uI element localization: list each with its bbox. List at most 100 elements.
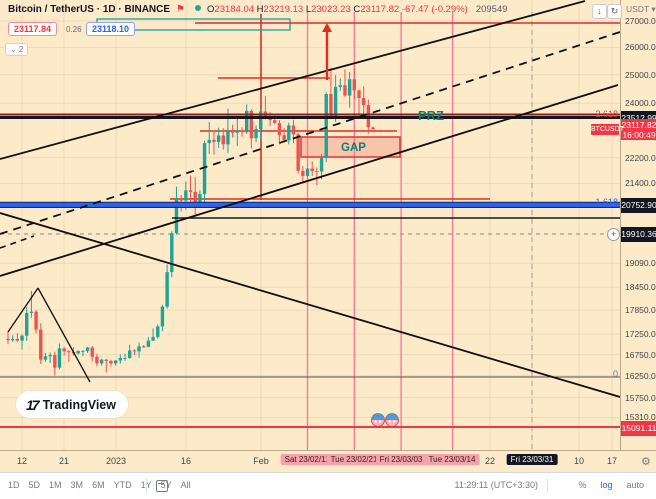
price-tag: 23117.82 16:00:49 bbox=[621, 119, 656, 141]
price-scale-currency[interactable]: USDT ▾ bbox=[626, 4, 656, 14]
auto-scale-button[interactable]: auto bbox=[626, 480, 644, 490]
price-tick-label: 18450.00 bbox=[625, 282, 656, 293]
candle-body bbox=[212, 139, 216, 142]
candle-body bbox=[287, 125, 291, 141]
buy-button[interactable]: 23118.10 bbox=[86, 22, 136, 36]
reset-scale-icon[interactable]: ↻ bbox=[607, 4, 622, 19]
prz-label: PRZ bbox=[418, 108, 444, 123]
range-button-3m[interactable]: 3M bbox=[70, 480, 84, 490]
candle-body bbox=[188, 190, 193, 192]
gap-label: GAP bbox=[341, 142, 366, 154]
divider bbox=[547, 478, 548, 492]
range-button-1m[interactable]: 1M bbox=[49, 480, 62, 490]
time-axis-label: 10 bbox=[573, 456, 585, 466]
candle-body bbox=[170, 233, 174, 273]
range-button-6m[interactable]: 6M bbox=[92, 480, 105, 490]
price-tick-label: 15310.00 bbox=[625, 412, 656, 423]
time-axis-gear-icon[interactable]: ⚙ bbox=[641, 456, 651, 468]
candle-body bbox=[179, 197, 183, 201]
candle-body bbox=[202, 143, 207, 194]
price-tag: 15091.11 bbox=[621, 421, 656, 436]
price-tick-label: 27000.00 bbox=[625, 16, 656, 26]
candle-body bbox=[301, 170, 305, 176]
emoji-eye bbox=[388, 420, 391, 423]
candle-body bbox=[319, 157, 324, 172]
price-tick-label: 15750.00 bbox=[625, 392, 656, 403]
candle-body bbox=[127, 350, 132, 358]
symbol-header[interactable]: Bitcoin / TetherUS · 1D · BINANCE ⚑ O23184… bbox=[8, 4, 508, 15]
clock[interactable]: 11:29:11 (UTC+3:30) bbox=[454, 480, 538, 490]
fearful-face-emoji bbox=[385, 413, 399, 420]
candle-body bbox=[43, 356, 48, 360]
time-axis[interactable]: ⚙ 12 21 2023 16 Feb 22 10 17 Sat 23/02/11 Tue 23/… bbox=[0, 450, 656, 473]
candle-body bbox=[273, 120, 277, 124]
trendline bbox=[0, 235, 35, 249]
range-button-1d[interactable]: 1D bbox=[8, 480, 20, 490]
candle-body bbox=[268, 118, 272, 121]
candle-body bbox=[109, 360, 113, 364]
candle-body bbox=[352, 79, 357, 91]
symbol-title[interactable]: Bitcoin / TetherUS · 1D · BINANCE bbox=[8, 4, 171, 15]
time-axis-label: Feb bbox=[253, 456, 269, 466]
candle-body bbox=[315, 171, 319, 173]
candle-body bbox=[282, 135, 286, 141]
time-axis-event-tag: Tue 23/02/21 bbox=[326, 454, 382, 465]
candle-body bbox=[174, 197, 179, 234]
candle-body bbox=[85, 347, 90, 351]
log-scale-button[interactable]: log bbox=[600, 480, 613, 490]
time-axis-label: 12 bbox=[16, 456, 28, 466]
scroll-to-bar-icon[interactable]: ↓ bbox=[592, 4, 607, 19]
candlestick-chart[interactable]: GAP PRZ bbox=[0, 0, 620, 450]
candle-body bbox=[132, 350, 137, 352]
trendline bbox=[0, 0, 586, 160]
range-button-all[interactable]: All bbox=[180, 480, 191, 490]
time-axis-event-tag: Tue 23/03/14 bbox=[424, 454, 480, 465]
candle-body bbox=[329, 94, 333, 118]
price-tick-label: 24000.00 bbox=[625, 98, 656, 109]
time-axis-label: 17 bbox=[606, 456, 618, 466]
candle-body bbox=[156, 326, 160, 337]
trendline bbox=[37, 287, 91, 383]
fib-level-label: 0 bbox=[612, 369, 618, 379]
red-arrow-head bbox=[322, 23, 332, 32]
candle-body bbox=[81, 350, 85, 352]
candle-body bbox=[310, 168, 314, 172]
price-tick-label: 17250.00 bbox=[625, 329, 656, 340]
price-tag: 20752.90 bbox=[621, 198, 656, 213]
time-axis-event-tag: Sat 23/02/11 bbox=[280, 454, 334, 465]
scale-mode-buttons: % log auto bbox=[578, 480, 644, 490]
percent-scale-button[interactable]: % bbox=[578, 480, 587, 490]
price-tick-label: 25000.00 bbox=[625, 69, 656, 80]
volume-value: 209549 bbox=[475, 4, 508, 15]
emoji-eye bbox=[374, 420, 377, 423]
candle-body bbox=[118, 357, 123, 361]
candle-body bbox=[216, 135, 221, 142]
candle-body bbox=[371, 127, 375, 130]
calendar-icon[interactable] bbox=[156, 480, 168, 492]
candle-body bbox=[291, 125, 296, 135]
time-axis-selected-tag: Fri 23/03/31 bbox=[506, 454, 558, 465]
tradingview-logo[interactable]: 17 TradingView bbox=[16, 391, 128, 418]
candle-body bbox=[34, 311, 38, 330]
range-button-ytd[interactable]: YTD bbox=[113, 480, 132, 490]
candle-body bbox=[48, 355, 52, 357]
price-scale[interactable]: 27000.00 26000.00 25000.00 24000.00 22200.00… bbox=[620, 0, 656, 450]
candle-body bbox=[29, 311, 34, 313]
price-tick-label: 22200.00 bbox=[625, 152, 656, 163]
sell-button[interactable]: 23117.84 bbox=[8, 22, 58, 36]
range-button-5d[interactable]: 5D bbox=[28, 480, 41, 490]
candle-body bbox=[15, 338, 20, 341]
object-tree-collapse-button[interactable]: ⌄ 2 bbox=[5, 43, 29, 56]
add-alert-plus-icon[interactable]: + bbox=[607, 228, 620, 241]
candle-body bbox=[146, 340, 151, 347]
flag-icon[interactable]: ⚑ bbox=[176, 4, 186, 15]
trendline bbox=[0, 212, 620, 398]
spread-value: 0.26 bbox=[66, 25, 82, 34]
candle-body bbox=[25, 312, 29, 336]
range-button-5y[interactable]: 5Y bbox=[160, 480, 172, 490]
market-status-icon bbox=[195, 5, 202, 11]
candle-body bbox=[6, 338, 10, 341]
candle-body bbox=[193, 191, 197, 208]
trendline bbox=[0, 31, 620, 235]
